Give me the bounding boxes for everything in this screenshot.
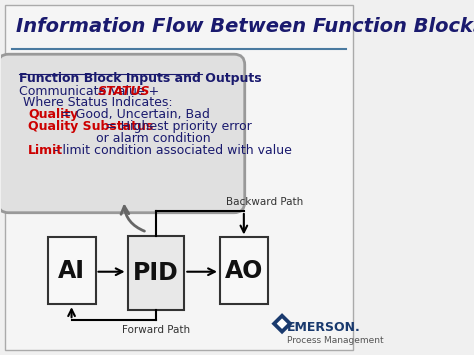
- FancyBboxPatch shape: [47, 237, 96, 304]
- FancyBboxPatch shape: [0, 54, 245, 213]
- Text: - limit condition associated with value: - limit condition associated with value: [54, 144, 292, 157]
- Text: Quality: Quality: [28, 109, 78, 121]
- Text: Function Block Inputs and Outputs: Function Block Inputs and Outputs: [19, 72, 262, 85]
- Text: STATUS: STATUS: [98, 84, 151, 98]
- Text: Process Management: Process Management: [287, 336, 384, 345]
- Text: Quality Substatus: Quality Substatus: [28, 120, 153, 133]
- Text: Communicate Value +: Communicate Value +: [19, 84, 164, 98]
- Polygon shape: [277, 318, 287, 329]
- Text: Where Status Indicates:: Where Status Indicates:: [23, 97, 173, 109]
- Text: Forward Path: Forward Path: [122, 326, 190, 335]
- Text: Limit: Limit: [28, 144, 63, 157]
- Text: Backward Path: Backward Path: [226, 197, 303, 207]
- Text: or alarm condition: or alarm condition: [96, 132, 210, 146]
- Text: = Good, Uncertain, Bad: = Good, Uncertain, Bad: [61, 109, 210, 121]
- Polygon shape: [272, 313, 293, 334]
- Text: EMERSON.: EMERSON.: [287, 321, 361, 334]
- Text: PID: PID: [133, 261, 179, 285]
- FancyBboxPatch shape: [5, 5, 353, 350]
- FancyBboxPatch shape: [220, 237, 268, 304]
- FancyBboxPatch shape: [128, 236, 184, 310]
- Text: AI: AI: [58, 259, 85, 283]
- Text: AO: AO: [225, 259, 263, 283]
- Text: = Highest priority error: = Highest priority error: [106, 120, 252, 133]
- Text: Information Flow Between Function Blocks: Information Flow Between Function Blocks: [16, 17, 474, 36]
